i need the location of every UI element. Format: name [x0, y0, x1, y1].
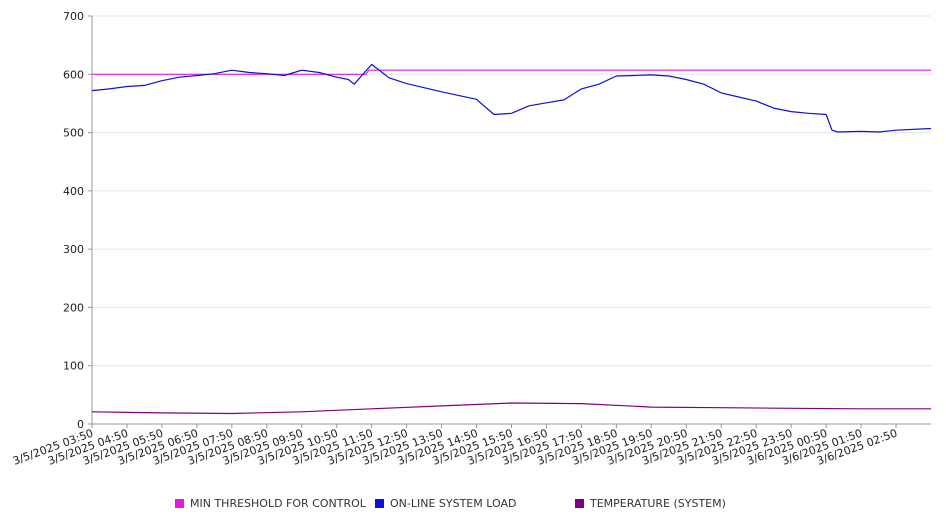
x-axis-ticks: 3/5/2025 03:503/5/2025 04:503/5/2025 05:… — [11, 424, 899, 468]
y-tick-label: 100 — [63, 360, 84, 373]
y-tick-label: 400 — [63, 185, 84, 198]
y-tick-label: 0 — [77, 418, 84, 431]
y-tick-label: 200 — [63, 301, 84, 314]
legend-swatch-temperature — [575, 499, 584, 508]
legend-item-system-load[interactable]: ON-LINE SYSTEM LOAD — [375, 497, 516, 510]
legend-label-temperature: TEMPERATURE (SYSTEM) — [590, 497, 726, 510]
series-lines — [91, 63, 932, 415]
legend-label-system-load: ON-LINE SYSTEM LOAD — [390, 497, 517, 510]
legend: MIN THRESHOLD FOR CONTROL ON-LINE SYSTEM… — [0, 497, 946, 515]
legend-swatch-threshold — [175, 499, 184, 508]
legend-item-temperature[interactable]: TEMPERATURE (SYSTEM) — [575, 497, 726, 510]
legend-item-threshold[interactable]: MIN THRESHOLD FOR CONTROL — [175, 497, 366, 510]
legend-swatch-system-load — [375, 499, 384, 508]
y-tick-label: 600 — [63, 68, 84, 81]
y-axis-ticks: 0 100 200 300 400 500 600 700 — [63, 10, 92, 431]
y-tick-label: 300 — [63, 243, 84, 256]
temperature-line — [91, 402, 931, 415]
threshold-line — [92, 69, 931, 75]
legend-label-threshold: MIN THRESHOLD FOR CONTROL — [190, 497, 366, 510]
grid-lines — [92, 15, 931, 425]
axes — [91, 16, 931, 425]
system-load-line — [91, 63, 932, 133]
y-tick-label: 700 — [63, 10, 84, 23]
y-tick-label: 500 — [63, 127, 84, 140]
